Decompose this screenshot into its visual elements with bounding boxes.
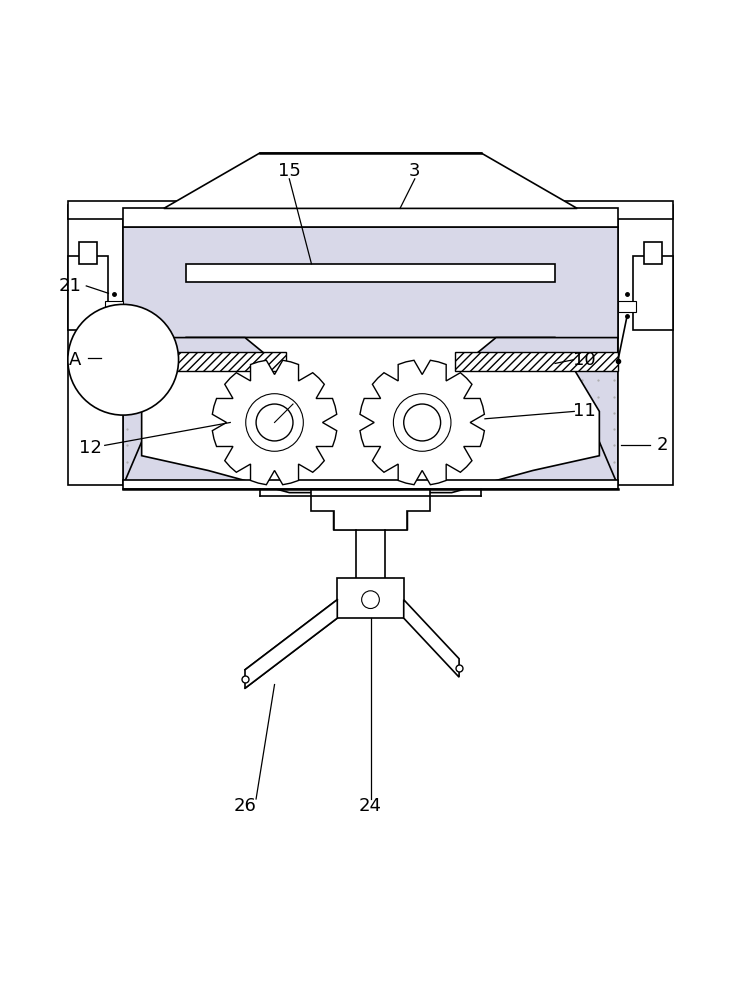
Polygon shape <box>456 352 618 371</box>
Polygon shape <box>123 208 618 227</box>
Polygon shape <box>456 338 618 371</box>
Polygon shape <box>123 480 618 489</box>
Polygon shape <box>104 301 123 312</box>
Polygon shape <box>123 338 285 371</box>
Polygon shape <box>68 205 123 485</box>
Circle shape <box>68 304 179 415</box>
Polygon shape <box>245 600 337 688</box>
Text: 10: 10 <box>574 351 596 369</box>
Polygon shape <box>633 256 673 330</box>
Circle shape <box>404 404 441 441</box>
Polygon shape <box>360 360 485 485</box>
Text: 2: 2 <box>657 436 668 454</box>
Polygon shape <box>213 360 336 485</box>
Polygon shape <box>618 301 637 312</box>
Text: 3: 3 <box>409 162 421 180</box>
Polygon shape <box>123 352 285 371</box>
Polygon shape <box>123 338 618 485</box>
Text: 15: 15 <box>278 162 301 180</box>
Circle shape <box>362 591 379 609</box>
Text: 26: 26 <box>233 797 256 815</box>
Polygon shape <box>644 242 662 264</box>
Text: 12: 12 <box>79 439 102 457</box>
Polygon shape <box>337 578 404 618</box>
Polygon shape <box>79 242 97 264</box>
Text: 24: 24 <box>359 797 382 815</box>
Text: 21: 21 <box>59 277 82 295</box>
Polygon shape <box>142 338 599 530</box>
Polygon shape <box>404 600 459 677</box>
Text: 11: 11 <box>574 402 596 420</box>
Polygon shape <box>311 489 430 530</box>
Polygon shape <box>123 227 618 485</box>
Polygon shape <box>164 153 577 208</box>
Text: A: A <box>69 351 82 369</box>
Polygon shape <box>123 227 618 338</box>
Polygon shape <box>68 256 108 330</box>
Polygon shape <box>618 205 673 485</box>
Circle shape <box>256 404 293 441</box>
Polygon shape <box>68 201 673 219</box>
Polygon shape <box>186 264 555 282</box>
